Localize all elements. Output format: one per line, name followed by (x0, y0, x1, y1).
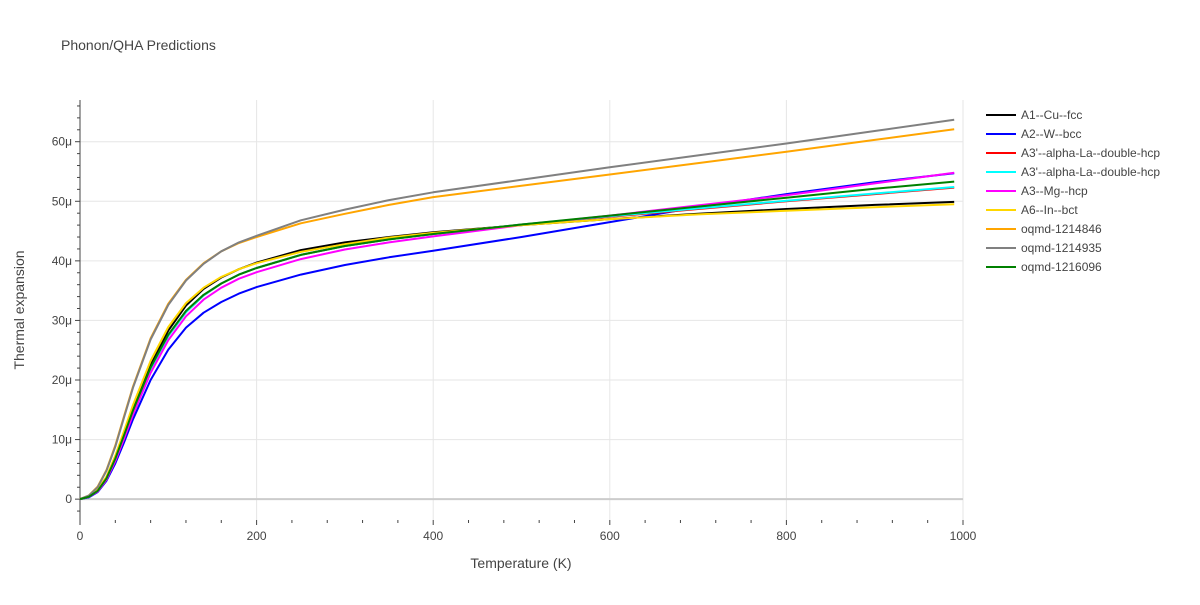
legend-label: A6--In--bct (1021, 203, 1078, 217)
y-tick-label: 60μ (52, 135, 72, 149)
grid-layer (80, 100, 964, 520)
y-tick-label: 20μ (52, 373, 72, 387)
y-tick-label: 10μ (52, 433, 72, 447)
legend-item[interactable]: oqmd-1214935 (986, 241, 1102, 255)
legend-item[interactable]: oqmd-1214846 (986, 222, 1102, 236)
legend-item[interactable]: A3'--alpha-La--double-hcp (986, 165, 1160, 179)
axis-layer: 0 200 400 600 800 1000 0 10μ 20μ 30μ 40μ 50μ 60μ (52, 100, 977, 543)
legend-label: oqmd-1214935 (1021, 241, 1102, 255)
legend-item[interactable]: A2--W--bcc (986, 127, 1081, 141)
x-tick-label: 600 (600, 529, 620, 543)
chart-title: Phonon/QHA Predictions (61, 37, 216, 53)
x-tick-label: 1000 (950, 529, 977, 543)
legend-label: oqmd-1216096 (1021, 260, 1102, 274)
y-tick-label: 0 (65, 492, 72, 506)
legend-label: A3'--alpha-La--double-hcp (1021, 165, 1160, 179)
series-line-7 (79, 118, 955, 501)
x-tick-label: 0 (77, 529, 84, 543)
legend-item[interactable]: A3--Mg--hcp (986, 184, 1088, 198)
x-tick-label: 200 (247, 529, 267, 543)
series-line-5 (79, 203, 955, 501)
series-layer (79, 118, 955, 501)
legend-item[interactable]: A3'--alpha-La--double-hcp (986, 146, 1160, 160)
x-axis-label: Temperature (K) (470, 555, 571, 571)
y-tick-label: 40μ (52, 254, 72, 268)
y-tick-label: 30μ (52, 313, 72, 327)
legend-label: A3--Mg--hcp (1021, 184, 1088, 198)
y-axis-label: Thermal expansion (11, 250, 27, 369)
x-tick-label: 400 (423, 529, 443, 543)
legend: A1--Cu--fcc A2--W--bcc A3'--alpha-La--doub… (986, 108, 1160, 274)
legend-label: oqmd-1214846 (1021, 222, 1102, 236)
legend-item[interactable]: A6--In--bct (986, 203, 1078, 217)
legend-label: A2--W--bcc (1021, 127, 1081, 141)
series-line-8 (79, 180, 955, 501)
legend-label: A3'--alpha-La--double-hcp (1021, 146, 1160, 160)
y-tick-label: 50μ (52, 194, 72, 208)
x-tick-label: 800 (776, 529, 796, 543)
legend-item[interactable]: oqmd-1216096 (986, 260, 1102, 274)
legend-label: A1--Cu--fcc (1021, 108, 1082, 122)
legend-item[interactable]: A1--Cu--fcc (986, 108, 1082, 122)
